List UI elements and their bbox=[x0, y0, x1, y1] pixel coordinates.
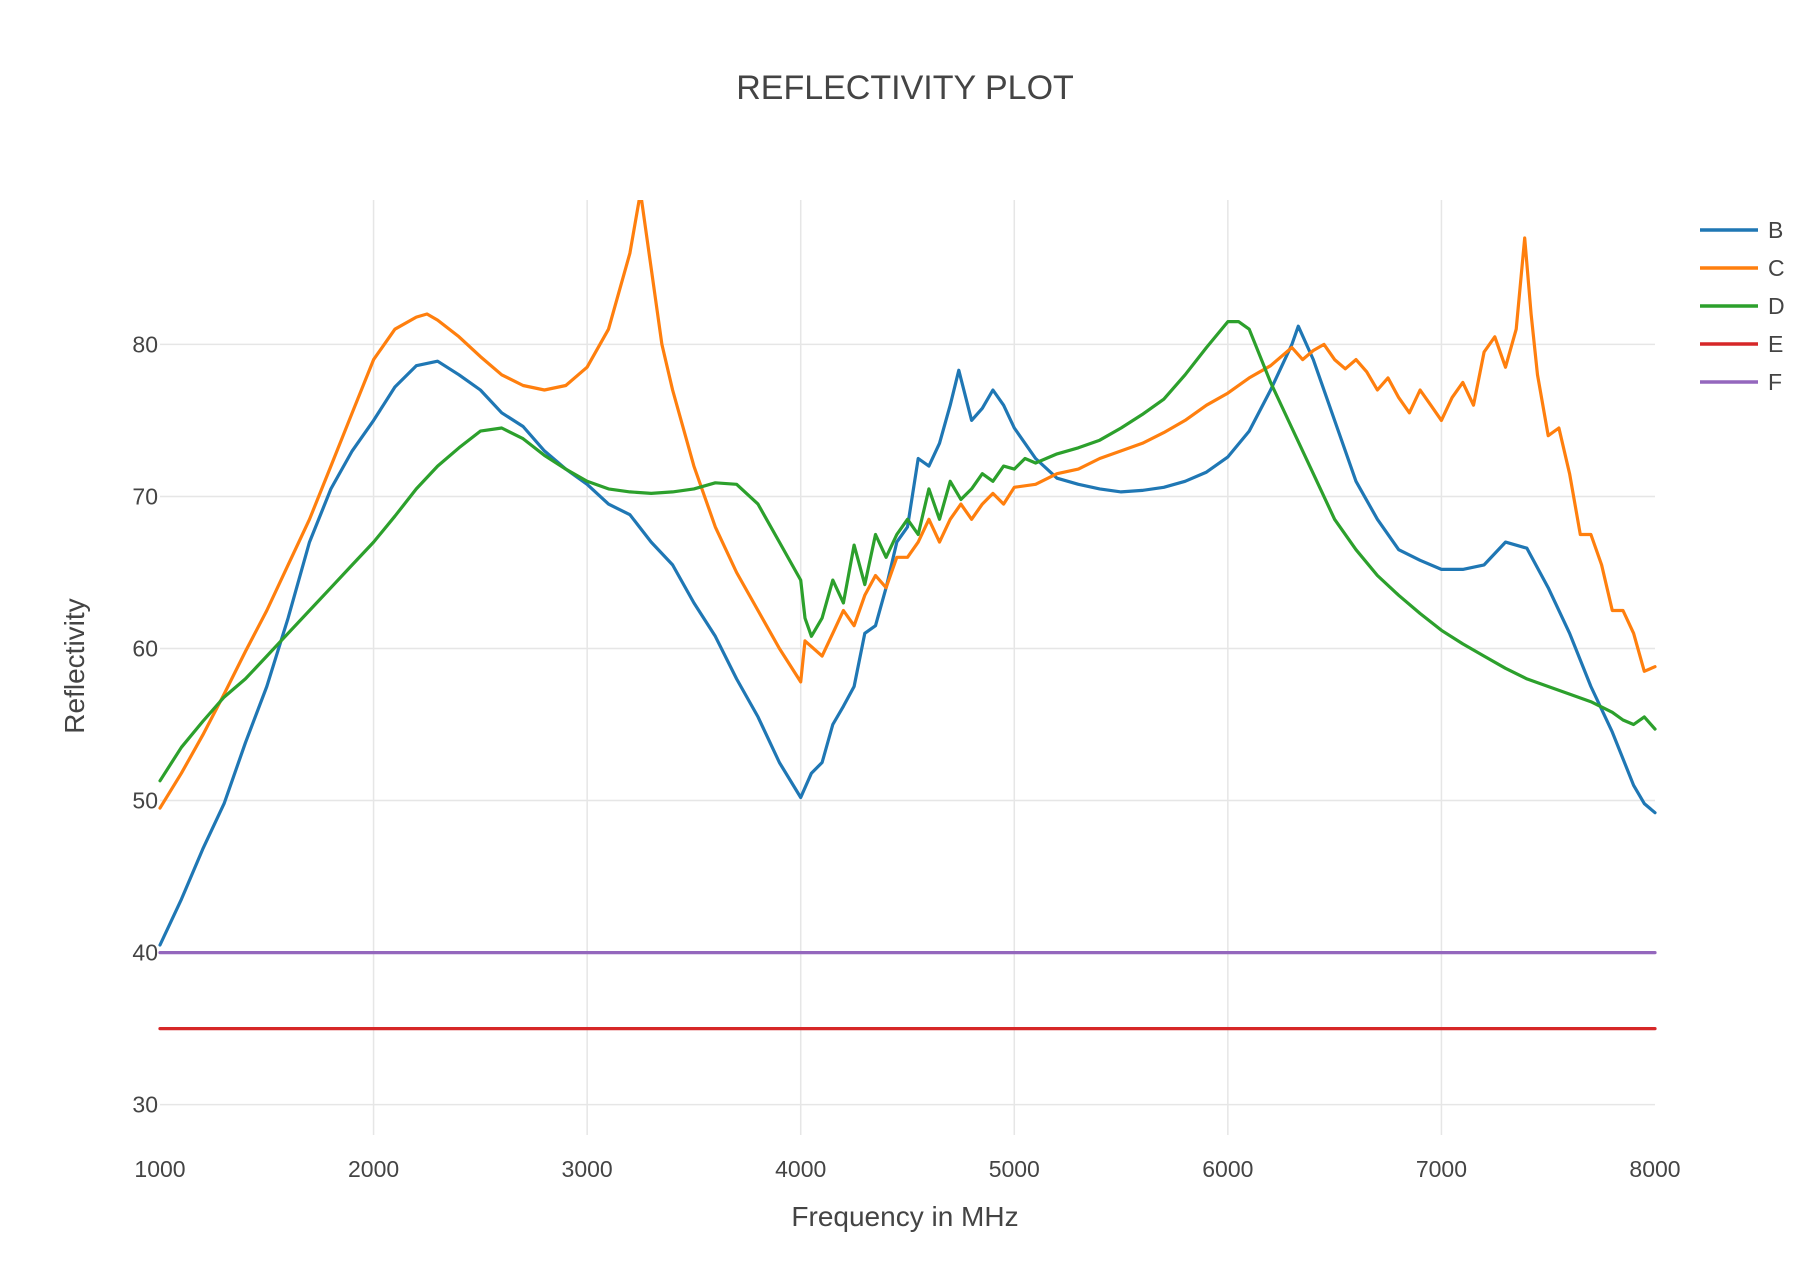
y-tick-label: 70 bbox=[132, 483, 158, 509]
x-tick-label: 6000 bbox=[1202, 1156, 1253, 1182]
y-tick-label: 80 bbox=[132, 331, 158, 357]
series-layer bbox=[158, 200, 1657, 1031]
chart-title: REFLECTIVITY PLOT bbox=[736, 69, 1074, 107]
y-tick-label: 50 bbox=[132, 788, 158, 814]
legend-item-d[interactable]: D bbox=[1700, 293, 1785, 319]
tick-layer: 1000 2000 3000 4000 5000 6000 7000 8000 30 40 50 60… bbox=[132, 331, 1680, 1182]
y-axis-title: Reflectivity bbox=[59, 598, 90, 733]
legend-label: B bbox=[1768, 217, 1783, 243]
legend-label: C bbox=[1768, 255, 1785, 281]
x-tick-label: 7000 bbox=[1416, 1156, 1467, 1182]
legend-item-f[interactable]: F bbox=[1700, 369, 1782, 395]
legend-item-e[interactable]: E bbox=[1700, 331, 1783, 357]
x-tick-label: 8000 bbox=[1629, 1156, 1680, 1182]
y-tick-label: 60 bbox=[132, 635, 158, 661]
legend-item-b[interactable]: B bbox=[1700, 217, 1783, 243]
legend-label: D bbox=[1768, 293, 1785, 319]
x-tick-label: 3000 bbox=[562, 1156, 613, 1182]
series-line-b bbox=[158, 324, 1657, 947]
legend-label: F bbox=[1768, 369, 1782, 395]
legend-item-c[interactable]: C bbox=[1700, 255, 1785, 281]
x-tick-label: 4000 bbox=[775, 1156, 826, 1182]
series-line-d bbox=[158, 320, 1657, 783]
x-axis-title: Frequency in MHz bbox=[791, 1201, 1018, 1232]
x-tick-label: 1000 bbox=[134, 1156, 185, 1182]
legend-label: E bbox=[1768, 331, 1783, 357]
series-line-c bbox=[158, 200, 1657, 810]
y-tick-label: 40 bbox=[132, 940, 158, 966]
x-tick-label: 5000 bbox=[989, 1156, 1040, 1182]
y-tick-label: 30 bbox=[132, 1092, 158, 1118]
x-tick-label: 2000 bbox=[348, 1156, 399, 1182]
